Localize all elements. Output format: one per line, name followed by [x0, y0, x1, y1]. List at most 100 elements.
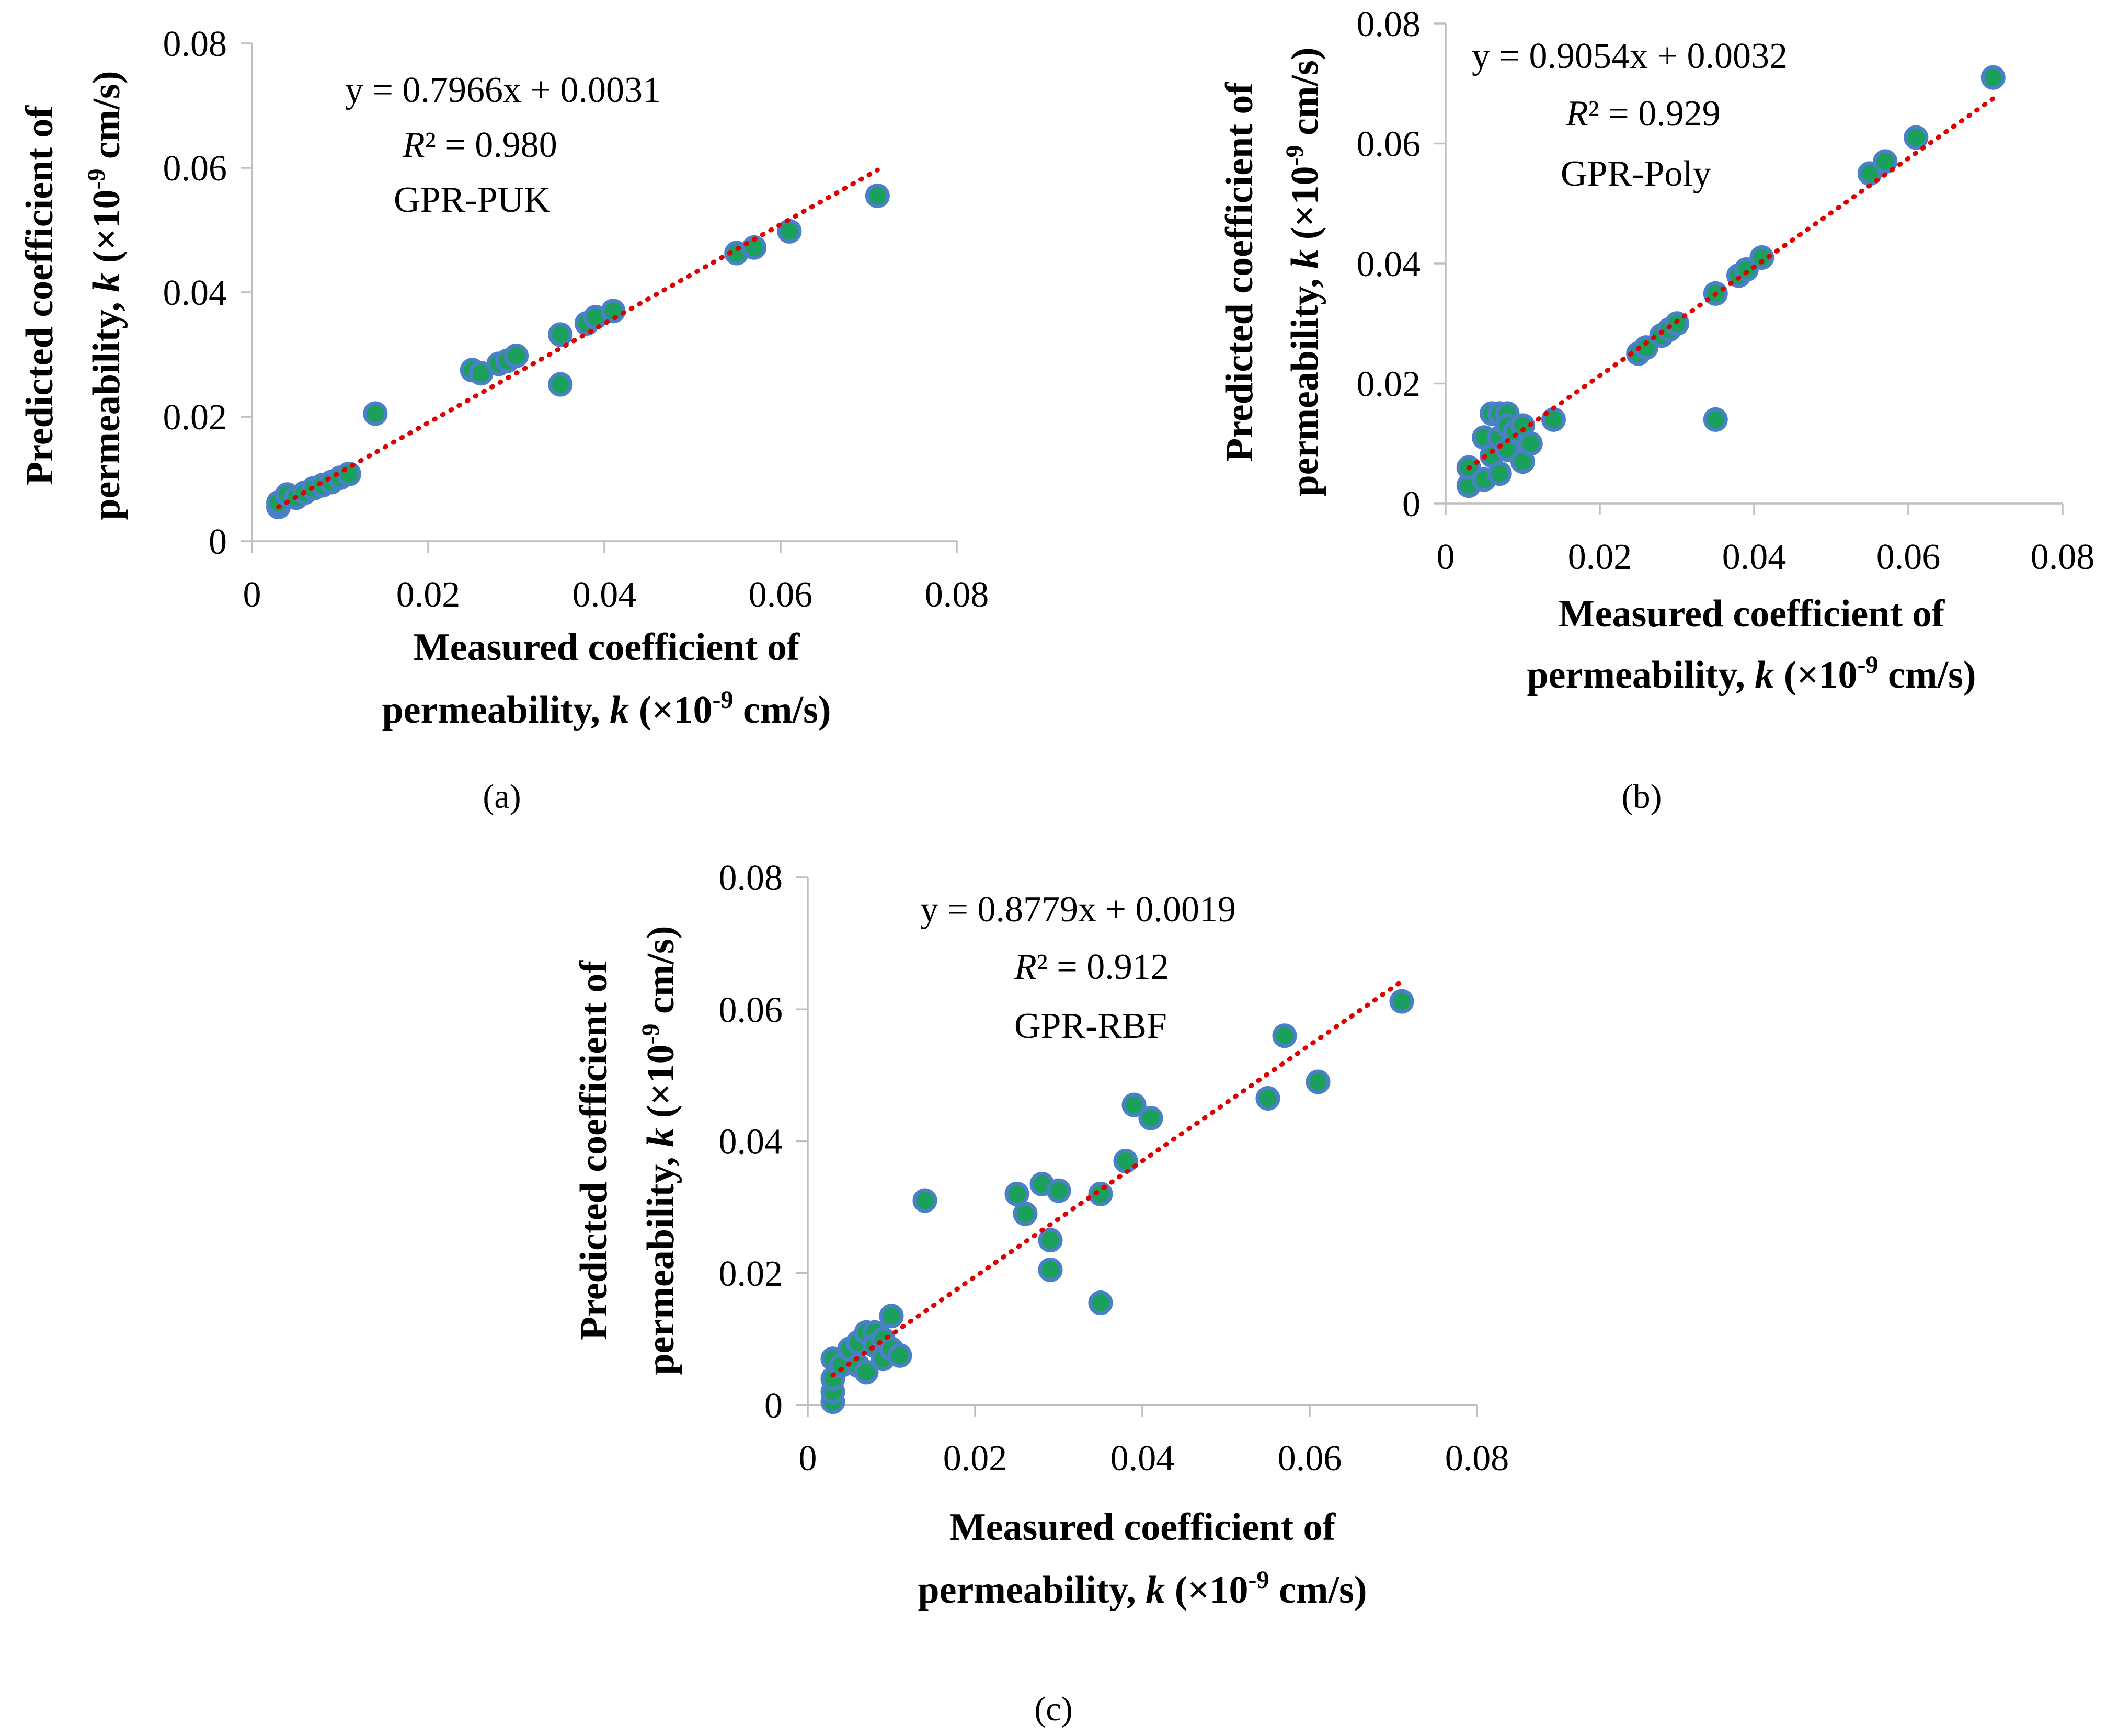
- y-tick-label: 0.08: [163, 24, 227, 64]
- r-symbol: R: [402, 125, 425, 165]
- data-point: [1138, 1105, 1163, 1130]
- r-squared-label: R² = 0.980: [402, 125, 557, 165]
- r-symbol: R: [1014, 947, 1037, 987]
- trendline: [276, 167, 880, 510]
- y-axis-label: Predicted coefficient of permeability, k…: [18, 71, 128, 520]
- regression-equation: y = 0.8779x + 0.0019: [920, 889, 1236, 930]
- x-axis-label-line2: permeability, k (×10-9 cm/s): [918, 1566, 1367, 1612]
- x-axis-label-line1: Measured coefficient of: [414, 626, 800, 669]
- panel-b: 0 0.02 0.04 0.06 0.08 0 0.02 0.04 0.06 0.08 y = …: [1218, 4, 2094, 816]
- r-squared-value: ² = 0.929: [1588, 94, 1721, 134]
- data-point: [1255, 1086, 1280, 1111]
- data-point: [1038, 1257, 1063, 1282]
- data-point: [1904, 125, 1929, 150]
- y-tick-label: 0.06: [163, 149, 227, 189]
- y-tick-label: 0.04: [163, 273, 227, 313]
- data-point: [1088, 1181, 1113, 1206]
- data-point: [1306, 1069, 1331, 1094]
- data-point: [1389, 989, 1414, 1014]
- y-axis-label-line2: permeability, k (×10-9 cm/s): [637, 926, 682, 1375]
- y-tick-label: 0.02: [719, 1254, 783, 1294]
- x-tick-label: 0: [243, 575, 261, 615]
- data-point: [879, 1304, 904, 1329]
- y-axis-label-line1: Predicted coefficient of: [572, 960, 615, 1340]
- x-tick-label: 0.02: [396, 575, 461, 615]
- data-point: [1121, 1092, 1147, 1117]
- x-tick-label: 0.04: [1110, 1438, 1175, 1479]
- data-point: [548, 322, 573, 347]
- model-name: GPR-RBF: [1014, 1006, 1167, 1046]
- data-point: [1046, 1178, 1071, 1203]
- y-tick-label: 0: [764, 1386, 783, 1426]
- model-name: GPR-Poly: [1561, 154, 1711, 194]
- data-point: [1980, 65, 2006, 90]
- data-point: [1703, 407, 1728, 432]
- data-point: [1487, 461, 1512, 486]
- data-point: [363, 401, 388, 426]
- data-point: [1004, 1181, 1029, 1206]
- y-axis-label: Predicted coefficient of permeability, k…: [1218, 47, 1326, 496]
- data-point: [504, 343, 529, 368]
- model-name: GPR-PUK: [394, 180, 551, 220]
- y-axis-label-line1: Predicted coefficient of: [18, 105, 61, 485]
- x-tick-label: 0.06: [1876, 537, 1941, 577]
- y-axis-label-line2: permeability, k (×10-9 cm/s): [1281, 47, 1326, 496]
- y-tick-label: 0.02: [1357, 364, 1421, 405]
- data-point: [887, 1343, 912, 1368]
- y-tick-label: 0.04: [719, 1122, 783, 1162]
- y-tick-label: 0: [209, 522, 227, 562]
- x-tick-label: 0.06: [749, 575, 813, 615]
- x-tick-label: 0.08: [1445, 1438, 1509, 1479]
- x-tick-label: 0.06: [1278, 1438, 1342, 1479]
- r-squared-value: ² = 0.980: [425, 125, 557, 165]
- y-tick-label: 0.02: [163, 397, 227, 438]
- trendline: [830, 979, 1404, 1378]
- r-symbol: R: [1565, 94, 1588, 134]
- data-point: [1013, 1201, 1038, 1226]
- data-point: [548, 372, 573, 397]
- x-tick-label: 0: [799, 1438, 817, 1479]
- panel-c: 0 0.02 0.04 0.06 0.08 0 0.02 0.04 0.06 0.08 y = …: [572, 858, 1509, 1728]
- panel-label: (a): [483, 778, 521, 816]
- x-axis-label-line2: permeability, k (×10-9 cm/s): [382, 686, 831, 732]
- panel-a: 0 0.02 0.04 0.06 0.08 0 0.02 0.04 0.06 0.08 y = …: [18, 24, 989, 816]
- y-tick-label: 0: [1402, 484, 1421, 524]
- x-axis-label-line1: Measured coefficient of: [949, 1506, 1336, 1549]
- data-point: [1518, 431, 1543, 456]
- y-tick-label: 0.08: [719, 858, 783, 898]
- data-point: [1088, 1290, 1113, 1316]
- panel-label: (c): [1034, 1690, 1072, 1728]
- y-tick-label: 0.06: [719, 990, 783, 1030]
- y-axis-label-line1: Predicted coefficient of: [1218, 82, 1261, 462]
- x-tick-label: 0.02: [1568, 537, 1632, 577]
- x-tick-label: 0.08: [925, 575, 989, 615]
- panel-label: (b): [1622, 778, 1662, 816]
- x-tick-label: 0.08: [2031, 537, 2095, 577]
- r-squared-label: R² = 0.912: [1014, 947, 1169, 987]
- y-axis-label-line2: permeability, k (×10-9 cm/s): [83, 71, 128, 520]
- regression-equation: y = 0.7966x + 0.0031: [345, 70, 661, 110]
- x-axis-label-line1: Measured coefficient of: [1559, 592, 1945, 635]
- data-point: [336, 461, 361, 486]
- y-axis-label: Predicted coefficient of permeability, k…: [572, 926, 682, 1375]
- r-squared-label: R² = 0.929: [1565, 94, 1721, 134]
- x-tick-label: 0.04: [572, 575, 637, 615]
- x-tick-label: 0: [1437, 537, 1455, 577]
- data-point: [1113, 1148, 1138, 1173]
- data-point: [1272, 1023, 1297, 1048]
- data-point: [1749, 245, 1774, 270]
- trendline: [1466, 96, 1996, 471]
- data-point: [865, 184, 890, 209]
- regression-equation: y = 0.9054x + 0.0032: [1472, 36, 1788, 76]
- data-point: [912, 1188, 937, 1213]
- y-tick-label: 0.06: [1357, 124, 1421, 165]
- data-point: [1038, 1228, 1063, 1253]
- r-squared-value: ² = 0.912: [1037, 947, 1169, 987]
- data-point: [1873, 149, 1898, 174]
- x-tick-label: 0.02: [943, 1438, 1007, 1479]
- x-axis-label-line2: permeability, k (×10-9 cm/s): [1527, 651, 1976, 696]
- data-point: [777, 219, 802, 244]
- y-tick-label: 0.08: [1357, 4, 1421, 44]
- x-tick-label: 0.04: [1722, 537, 1787, 577]
